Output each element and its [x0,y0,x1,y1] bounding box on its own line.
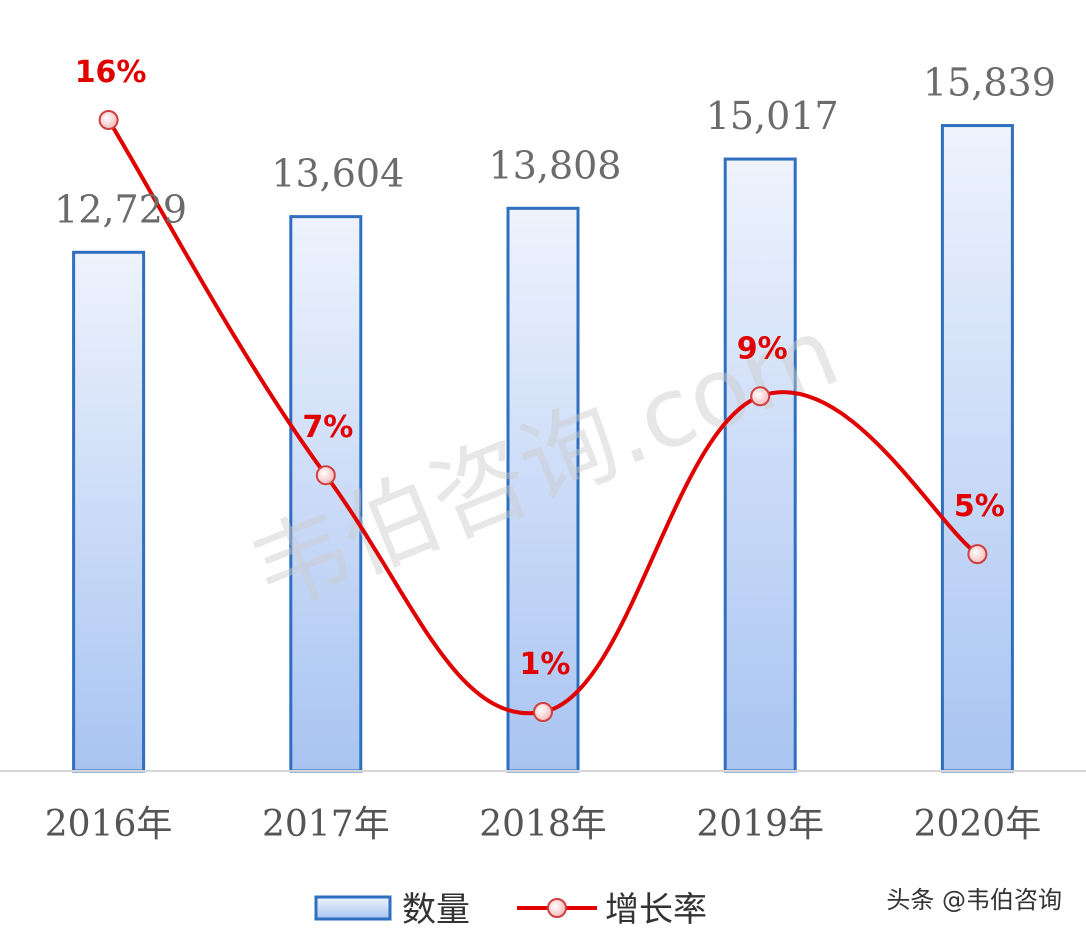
x-tick-label-4: 2020年 [914,804,1042,845]
x-tick-label-1: 2017年 [262,804,390,845]
bar-series [72,124,1014,773]
x-tick-label-2: 2018年 [479,804,607,845]
x-tick-label-0: 2016年 [45,804,173,845]
legend-bar-swatch [314,895,392,921]
bar-value-label-0: 12,729 [54,187,187,231]
rate-marker-4 [967,544,988,565]
bar-value-labels: 12,729 13,604 13,808 15,017 15,839 [54,61,1056,232]
bar-value-label-3: 15,017 [706,94,839,138]
rate-value-label-2: 1% [520,647,571,682]
credit-text: 头条 @韦伯咨询 [886,886,1062,914]
rate-value-label-3: 9% [737,331,788,366]
legend: 数量 增长率 [314,890,707,930]
bar-value-label-2: 13,808 [489,143,622,187]
rate-value-label-1: 7% [302,410,353,445]
x-axis-ticks: 2016年 2017年 2018年 2019年 2020年 [45,804,1041,845]
x-tick-label-3: 2019年 [696,804,824,845]
rate-marker-2 [533,702,553,722]
bar-4 [940,124,1014,773]
rate-series [98,110,988,722]
legend-line-marker [547,898,567,918]
bar-value-label-4: 15,839 [923,61,1056,105]
rate-marker-0 [98,110,119,130]
rate-value-label-0: 16% [75,55,147,90]
rate-value-label-4: 5% [954,489,1005,524]
bar-0 [72,250,146,773]
bar-3 [723,157,797,773]
rate-marker-1 [315,465,336,486]
bar-value-label-1: 13,604 [271,152,404,196]
legend-line-label: 增长率 [605,890,707,930]
legend-bar-label: 数量 [402,890,470,930]
bar-1 [289,215,363,773]
rate-value-labels: 16% 7% 1% 9% 5% [75,55,1005,682]
rate-marker-3 [750,386,771,407]
